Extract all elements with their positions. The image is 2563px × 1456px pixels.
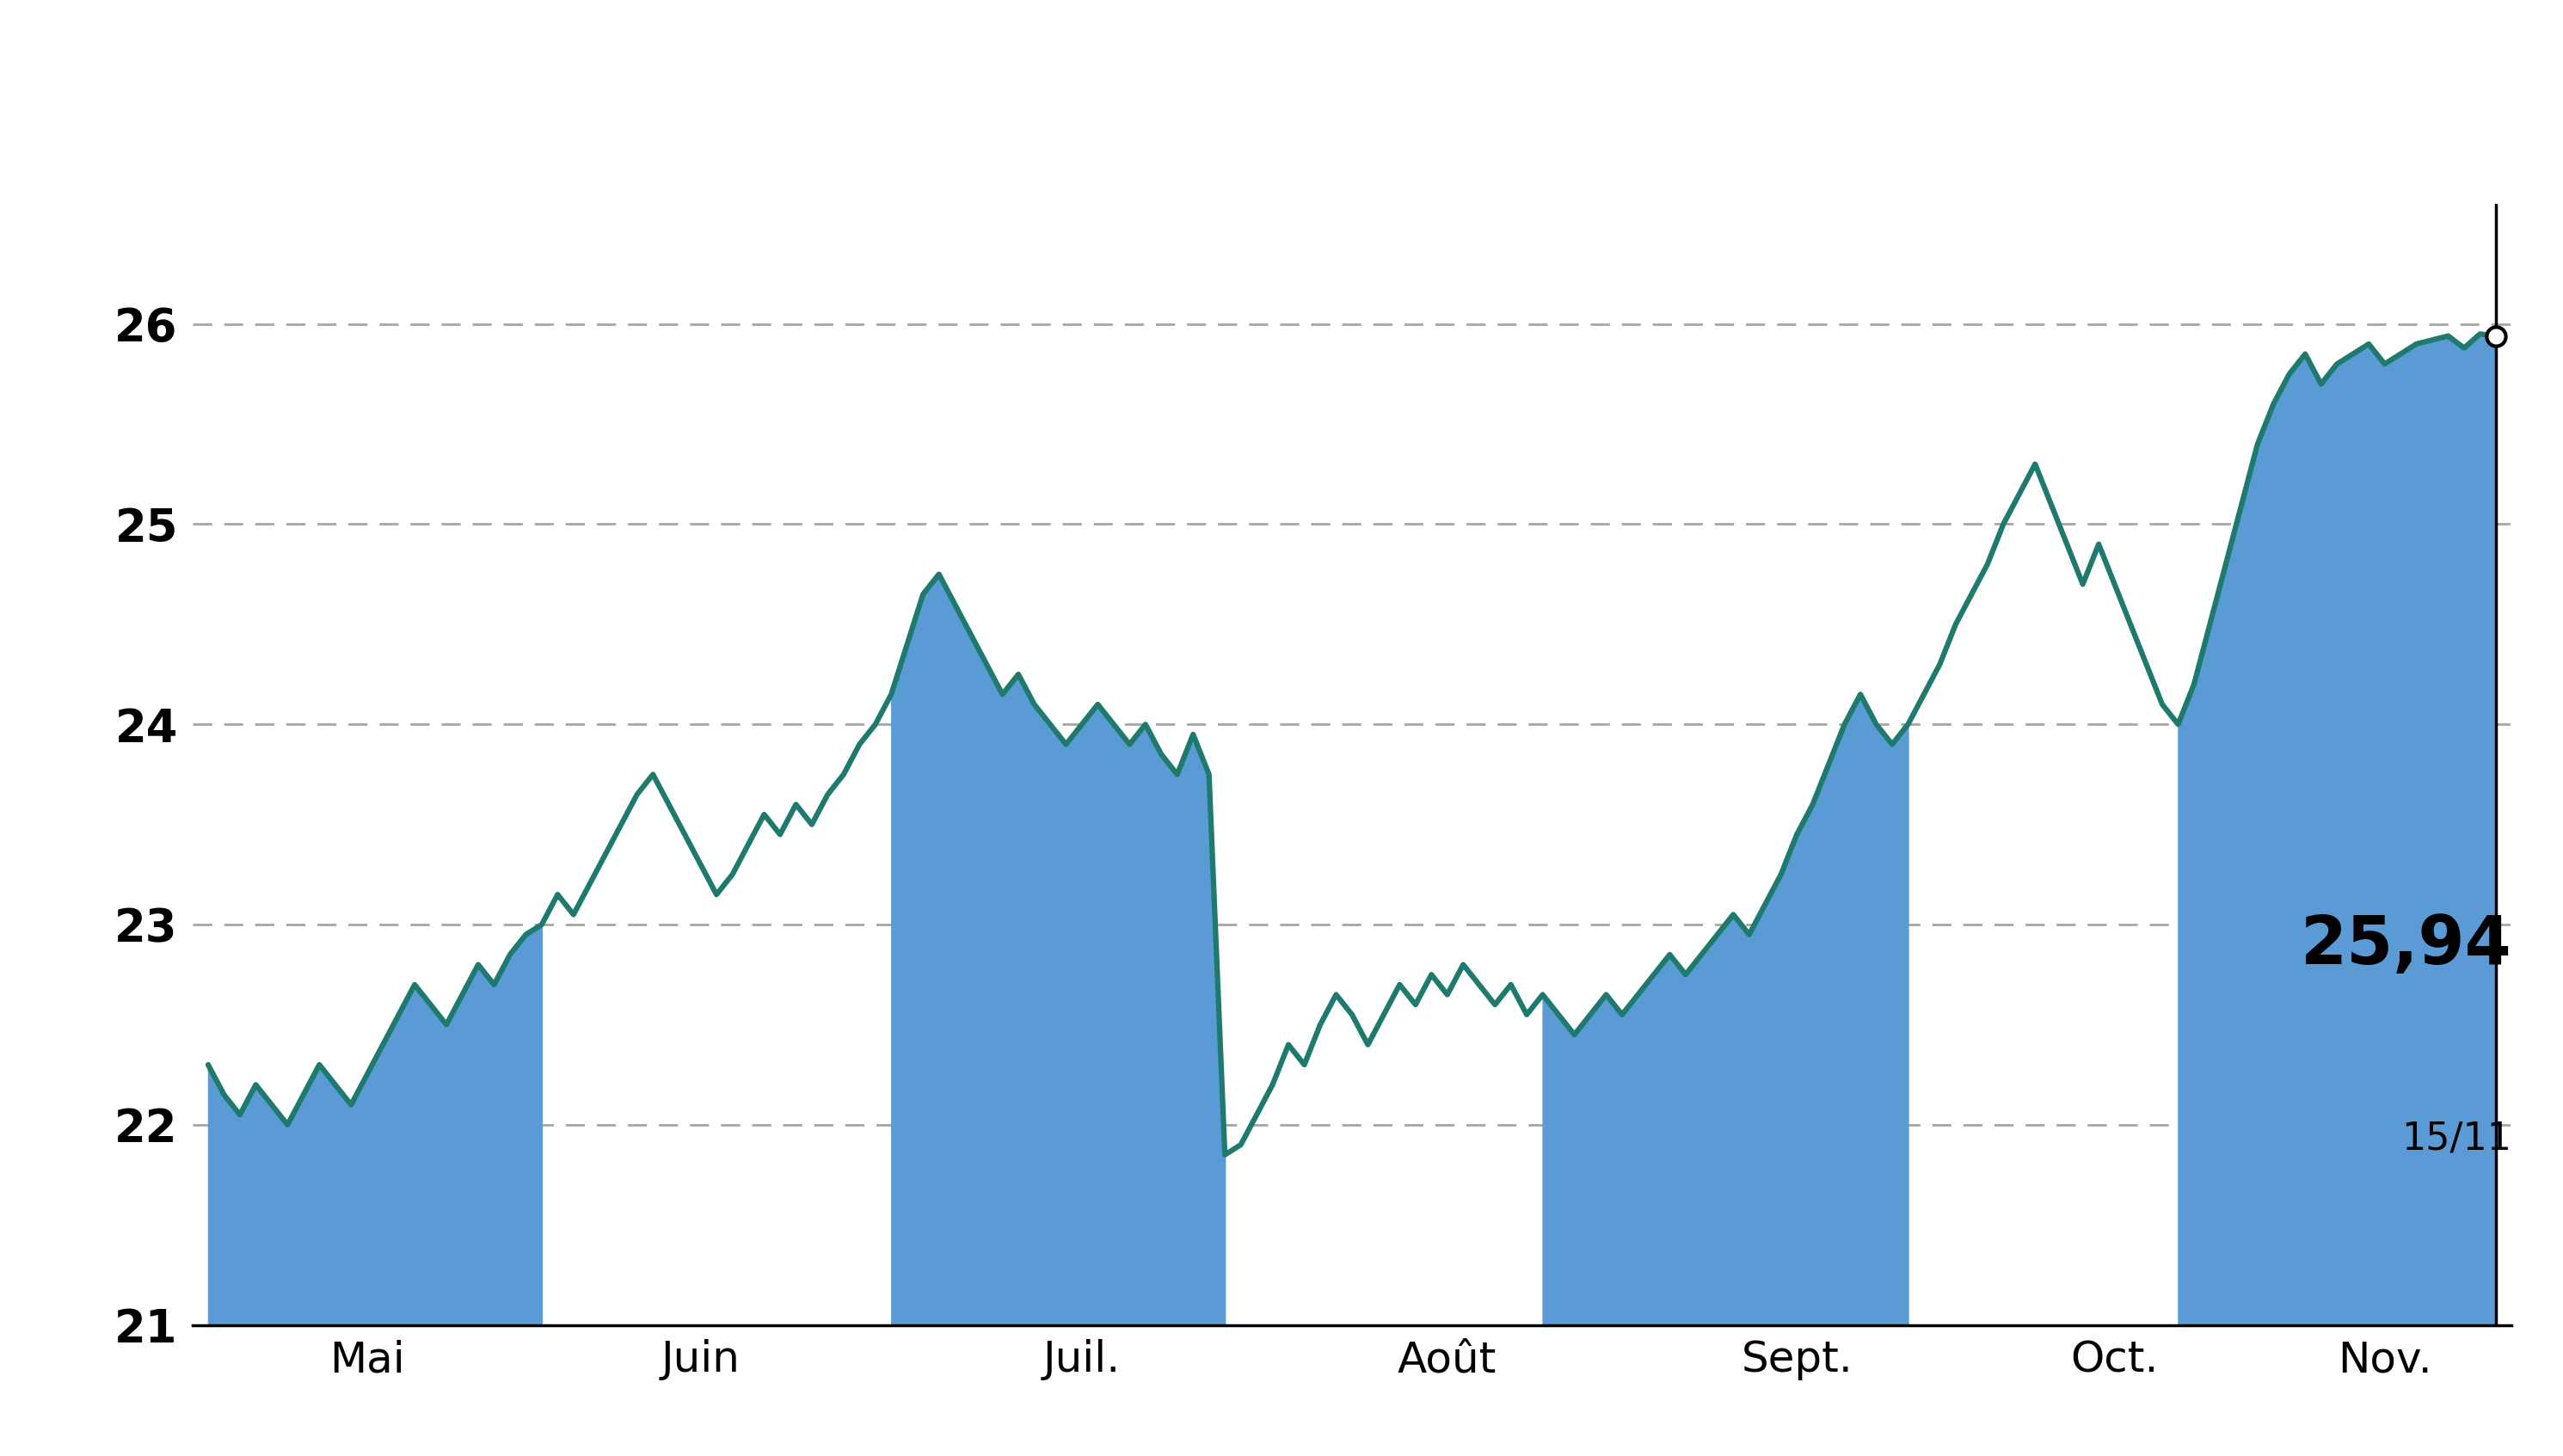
Text: Gladstone Capital Corporation: Gladstone Capital Corporation xyxy=(589,48,1974,127)
Text: 15/11: 15/11 xyxy=(2402,1120,2512,1156)
Text: 25,94: 25,94 xyxy=(2302,911,2512,977)
